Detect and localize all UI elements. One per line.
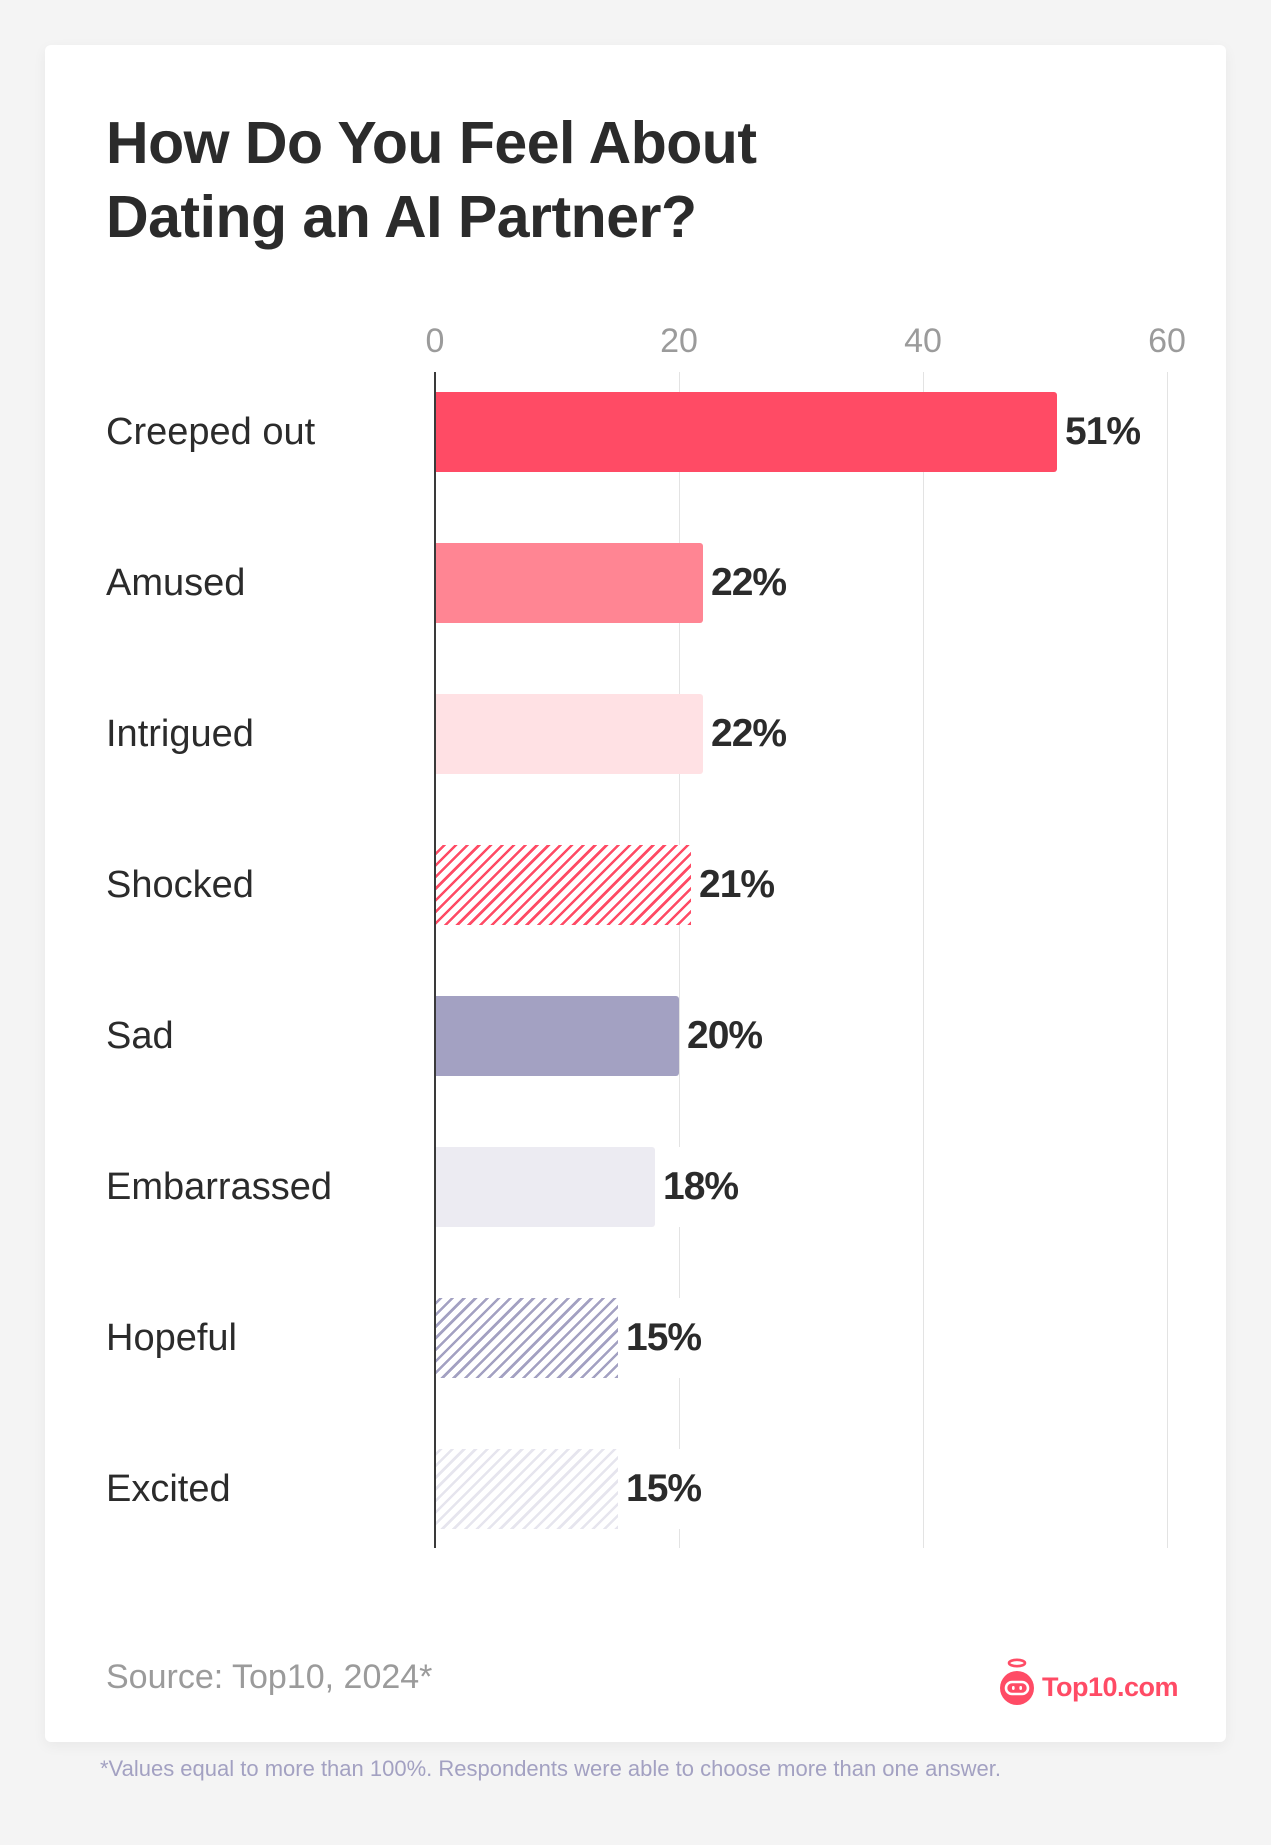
- gridline-40: [923, 372, 924, 1548]
- category-label: Shocked: [106, 864, 254, 906]
- category-label: Intrigued: [106, 713, 254, 755]
- bar-amused: [436, 543, 703, 623]
- bar-creeped-out: [436, 392, 1057, 472]
- logo-text: Top10.com: [1042, 1672, 1179, 1702]
- bar-intrigued: [436, 694, 703, 774]
- footnote: *Values equal to more than 100%. Respond…: [100, 1756, 1001, 1781]
- category-label: Sad: [106, 1015, 174, 1057]
- value-label: 21%: [699, 845, 777, 925]
- value-label: 15%: [626, 1298, 704, 1378]
- chart-title-line-2: Dating an AI Partner?: [106, 184, 697, 250]
- gridline-20: [679, 372, 680, 1548]
- chart-title: How Do You Feel About Dating an AI Partn…: [106, 106, 757, 254]
- x-tick-20: 20: [660, 322, 698, 360]
- value-label: 18%: [663, 1147, 741, 1227]
- y-axis-line: [434, 372, 436, 1548]
- gridline-60: [1167, 372, 1168, 1548]
- x-tick-60: 60: [1148, 322, 1186, 360]
- bar-hopeful: [436, 1298, 618, 1378]
- bar-sad: [436, 996, 679, 1076]
- value-label: 22%: [711, 694, 789, 774]
- x-tick-40: 40: [904, 322, 942, 360]
- category-label: Hopeful: [106, 1317, 237, 1359]
- robot-angel-icon: [1000, 1658, 1034, 1705]
- chart-title-line-1: How Do You Feel About: [106, 110, 757, 176]
- category-label: Excited: [106, 1468, 231, 1510]
- value-label: 20%: [687, 996, 765, 1076]
- value-label: 22%: [711, 543, 789, 623]
- top10-logo[interactable]: Top10.com: [998, 1658, 1179, 1708]
- bar-excited: [436, 1449, 618, 1529]
- bar-embarrassed: [436, 1147, 655, 1227]
- value-label: 51%: [1065, 392, 1143, 472]
- value-label: 15%: [626, 1449, 704, 1529]
- x-tick-0: 0: [425, 322, 445, 360]
- source-text: Source: Top10, 2024*: [106, 1658, 433, 1696]
- category-label: Embarrassed: [106, 1166, 332, 1208]
- category-label: Amused: [106, 562, 246, 604]
- category-label: Creeped out: [106, 411, 316, 453]
- bar-shocked: [436, 845, 691, 925]
